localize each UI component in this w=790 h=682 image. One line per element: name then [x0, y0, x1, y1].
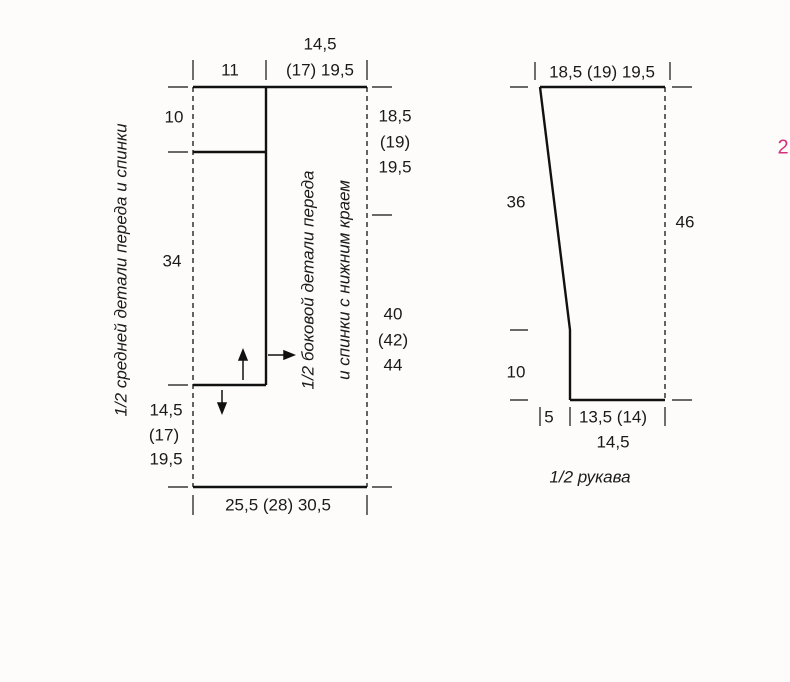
dimension: (17) 19,5	[286, 60, 354, 79]
sleeve-ticks	[510, 62, 692, 426]
piece-label: 1/2 средней детали переда и спинки	[111, 123, 130, 417]
dimension: 36	[507, 192, 526, 211]
dimension: 11	[221, 60, 239, 79]
dimension: 44	[384, 355, 403, 374]
dimension: 5	[544, 407, 553, 426]
dimension: 19,5	[378, 157, 411, 176]
piece-label: 1/2 рукава	[549, 467, 630, 486]
dimension: 46	[676, 212, 695, 231]
dimension: 10	[507, 362, 526, 381]
dimension: (17)	[149, 425, 179, 444]
dimension: 18,5 (19) 19,5	[549, 62, 655, 81]
arrows	[216, 347, 297, 416]
dimension: 10	[165, 107, 184, 126]
piece-label: 1/2 боковой детали переда	[298, 170, 317, 389]
piece-label: и спинки с нижним краем	[334, 180, 353, 380]
dimension: (19)	[380, 132, 410, 151]
body-ticks	[168, 60, 392, 515]
dimension: 19,5	[149, 449, 182, 468]
dimension: 14,5	[149, 400, 182, 419]
dimension: 13,5 (14)	[579, 407, 647, 426]
sleeve-outline	[538, 85, 666, 402]
page-marker: 2	[777, 136, 788, 158]
body-outline	[192, 85, 368, 489]
dimension: 40	[384, 304, 403, 323]
dimension: 25,5 (28) 30,5	[225, 495, 331, 514]
dimension: 34	[163, 251, 182, 270]
dimension: 14,5	[303, 34, 336, 53]
dimension: (42)	[378, 330, 408, 349]
dimension: 18,5	[378, 106, 411, 125]
dimension: 14,5	[596, 432, 629, 451]
